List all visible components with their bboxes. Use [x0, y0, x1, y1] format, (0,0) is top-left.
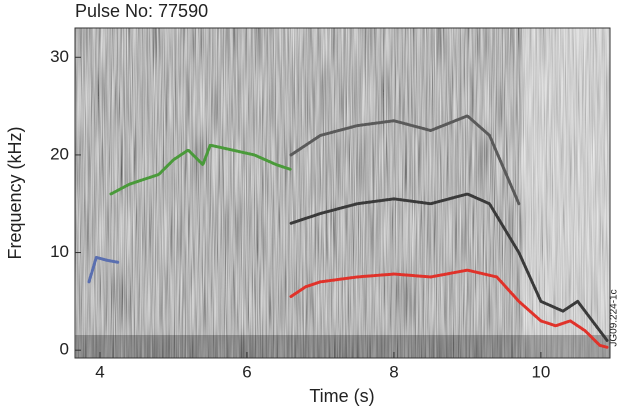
- y-tick-label: 0: [60, 340, 69, 359]
- chart-title: Pulse No: 77590: [75, 1, 208, 21]
- trace-line: [87, 255, 120, 284]
- trace-line: [289, 114, 521, 206]
- x-tick-label: 8: [389, 362, 398, 381]
- x-axis-label: Time (s): [309, 386, 374, 406]
- y-tick-label: 30: [50, 47, 69, 66]
- spectrogram-background: [75, 28, 610, 358]
- x-tick-label: 6: [242, 362, 251, 381]
- trace-line: [289, 192, 609, 342]
- trace-line: [109, 143, 293, 196]
- y-tick-label: 20: [50, 144, 69, 163]
- plot-frame: [74, 27, 611, 359]
- x-tick-label: 4: [95, 362, 104, 381]
- x-tick-label: 10: [531, 362, 550, 381]
- trace-line: [289, 268, 609, 349]
- figure-id: JG09.224-1c: [609, 289, 620, 346]
- plot-area: [87, 114, 609, 349]
- y-axis-label: Frequency (kHz): [5, 126, 25, 259]
- y-tick-label: 10: [50, 242, 69, 261]
